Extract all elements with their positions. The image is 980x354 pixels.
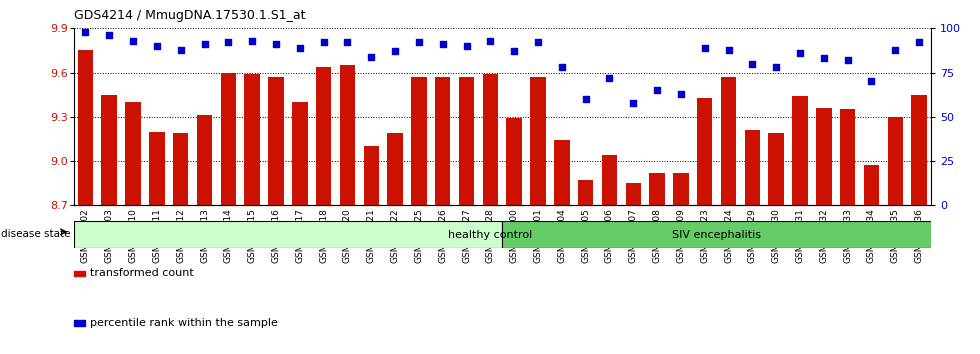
Bar — [554, 141, 569, 205]
Bar — [197, 115, 213, 205]
Point — [125, 38, 141, 44]
Point — [745, 61, 760, 67]
Bar — [792, 96, 808, 205]
Point — [625, 100, 641, 105]
Point — [840, 57, 856, 63]
Bar — [625, 183, 641, 205]
Point — [435, 41, 451, 47]
Point — [316, 40, 331, 45]
Point — [888, 47, 904, 52]
Bar — [530, 77, 546, 205]
Text: SIV encephalitis: SIV encephalitis — [672, 229, 761, 240]
Point — [673, 91, 689, 97]
Text: disease state: disease state — [1, 229, 71, 239]
Point — [720, 47, 736, 52]
Point — [172, 47, 188, 52]
Point — [197, 41, 213, 47]
Point — [340, 40, 356, 45]
Text: percentile rank within the sample: percentile rank within the sample — [90, 318, 278, 328]
Point — [220, 40, 236, 45]
Bar — [459, 77, 474, 205]
Bar — [412, 77, 426, 205]
Point — [816, 56, 832, 61]
Bar — [578, 180, 593, 205]
Point — [554, 64, 569, 70]
Bar — [269, 77, 283, 205]
Bar — [721, 77, 736, 205]
Point — [387, 48, 403, 54]
Point — [269, 41, 284, 47]
Bar — [149, 132, 165, 205]
Text: transformed count: transformed count — [90, 268, 194, 279]
Point — [697, 45, 712, 51]
Point — [507, 48, 522, 54]
Bar — [650, 173, 664, 205]
Bar — [502, 221, 943, 248]
Point — [649, 87, 664, 93]
Bar — [364, 146, 379, 205]
Point — [292, 45, 308, 51]
Bar — [435, 77, 451, 205]
Bar — [292, 102, 308, 205]
Point — [863, 79, 879, 84]
Point — [792, 50, 808, 56]
Bar — [863, 165, 879, 205]
Bar — [77, 51, 93, 205]
Bar — [911, 95, 927, 205]
Bar — [125, 102, 141, 205]
Point — [149, 43, 165, 49]
Text: healthy control: healthy control — [448, 229, 532, 240]
Bar — [340, 65, 355, 205]
Bar — [673, 173, 689, 205]
Point — [530, 40, 546, 45]
Bar — [816, 108, 832, 205]
Bar — [745, 130, 760, 205]
Bar — [768, 133, 784, 205]
Point — [459, 43, 474, 49]
Point — [482, 38, 498, 44]
Bar — [507, 118, 522, 205]
Point — [411, 40, 426, 45]
Bar — [840, 109, 856, 205]
Text: GDS4214 / MmugDNA.17530.1.S1_at: GDS4214 / MmugDNA.17530.1.S1_at — [74, 9, 305, 22]
Bar — [697, 98, 712, 205]
Bar — [220, 73, 236, 205]
Bar — [172, 133, 188, 205]
Point — [364, 54, 379, 59]
Point — [768, 64, 784, 70]
Point — [101, 33, 117, 38]
Point — [578, 96, 594, 102]
Bar — [602, 155, 617, 205]
Bar — [74, 221, 502, 248]
Point — [244, 38, 260, 44]
Point — [77, 29, 93, 35]
Bar — [102, 95, 117, 205]
Point — [602, 75, 617, 81]
Bar — [316, 67, 331, 205]
Bar — [387, 133, 403, 205]
Point — [911, 40, 927, 45]
Bar — [482, 74, 498, 205]
Bar — [888, 117, 903, 205]
Bar — [244, 74, 260, 205]
